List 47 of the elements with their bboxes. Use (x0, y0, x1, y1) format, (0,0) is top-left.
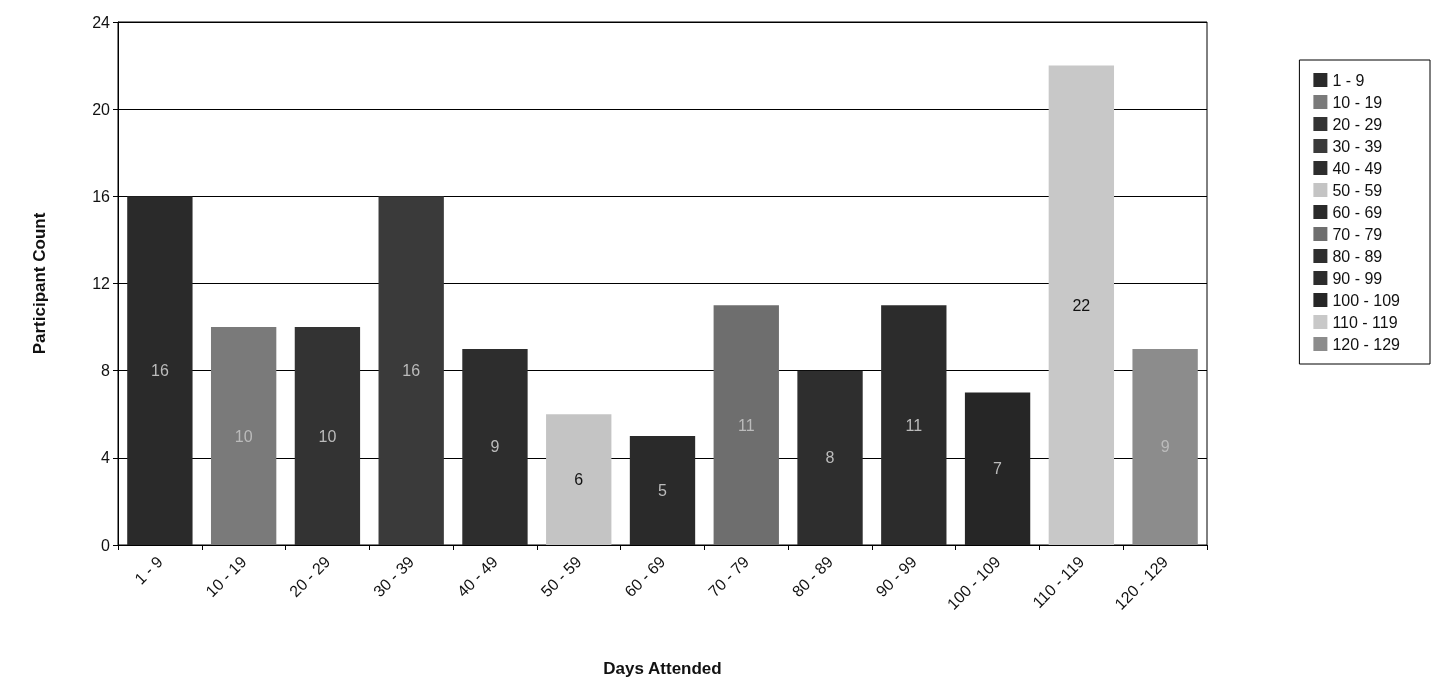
x-tick-label: 1 - 9 (131, 552, 166, 588)
data-label: 8 (825, 449, 835, 467)
y-tick-label: 8 (101, 362, 111, 380)
x-tick-label: 110 - 119 (1029, 552, 1088, 612)
data-label: 9 (490, 438, 500, 456)
data-label: 5 (658, 482, 668, 500)
y-tick-label: 20 (92, 100, 111, 118)
legend-label: 20 - 29 (1332, 115, 1383, 133)
legend-label: 40 - 49 (1332, 159, 1383, 177)
legend-label: 110 - 119 (1332, 313, 1398, 331)
legend-label: 120 - 129 (1332, 335, 1401, 353)
data-label: 22 (1072, 296, 1091, 314)
y-axis-title: Participant Count (30, 212, 49, 355)
legend-label: 30 - 39 (1332, 137, 1383, 155)
data-label: 11 (737, 416, 755, 434)
data-label: 16 (402, 362, 421, 380)
y-tick-label: 12 (92, 275, 111, 292)
legend-label: 90 - 99 (1332, 269, 1383, 287)
legend-label: 1 - 9 (1332, 71, 1365, 89)
data-label: 10 (234, 427, 253, 445)
data-label: 10 (318, 427, 337, 445)
data-label: 11 (905, 416, 923, 434)
y-tick-label: 24 (92, 13, 111, 31)
x-tick-label: 100 - 109 (943, 552, 1004, 613)
x-tick-label: 30 - 39 (369, 552, 418, 601)
legend-label: 100 - 109 (1332, 291, 1401, 309)
x-axis-title: Days Attended (603, 659, 722, 678)
legend-label: 60 - 69 (1332, 203, 1383, 221)
legend-label: 50 - 59 (1332, 181, 1383, 199)
x-tick-label: 80 - 89 (788, 552, 837, 601)
x-tick-label: 10 - 19 (202, 552, 250, 601)
x-tick-label: 120 - 129 (1111, 552, 1172, 613)
data-label: 7 (993, 460, 1003, 478)
x-tick-label: 40 - 49 (453, 552, 502, 601)
legend-label: 70 - 79 (1332, 225, 1383, 243)
y-tick-label: 0 (101, 536, 111, 554)
x-tick-label: 50 - 59 (537, 552, 585, 601)
data-label: 6 (574, 471, 584, 489)
legend-label: 10 - 19 (1332, 93, 1383, 111)
x-tick-label: 90 - 99 (872, 552, 920, 601)
x-tick-label: 20 - 29 (286, 552, 334, 601)
x-tick-label: 70 - 79 (705, 552, 753, 601)
y-tick-label: 16 (92, 187, 111, 205)
x-tick-label: 60 - 69 (621, 552, 669, 601)
y-tick-label: 4 (101, 449, 111, 467)
legend-label: 80 - 89 (1332, 247, 1383, 265)
data-label: 16 (150, 362, 169, 380)
